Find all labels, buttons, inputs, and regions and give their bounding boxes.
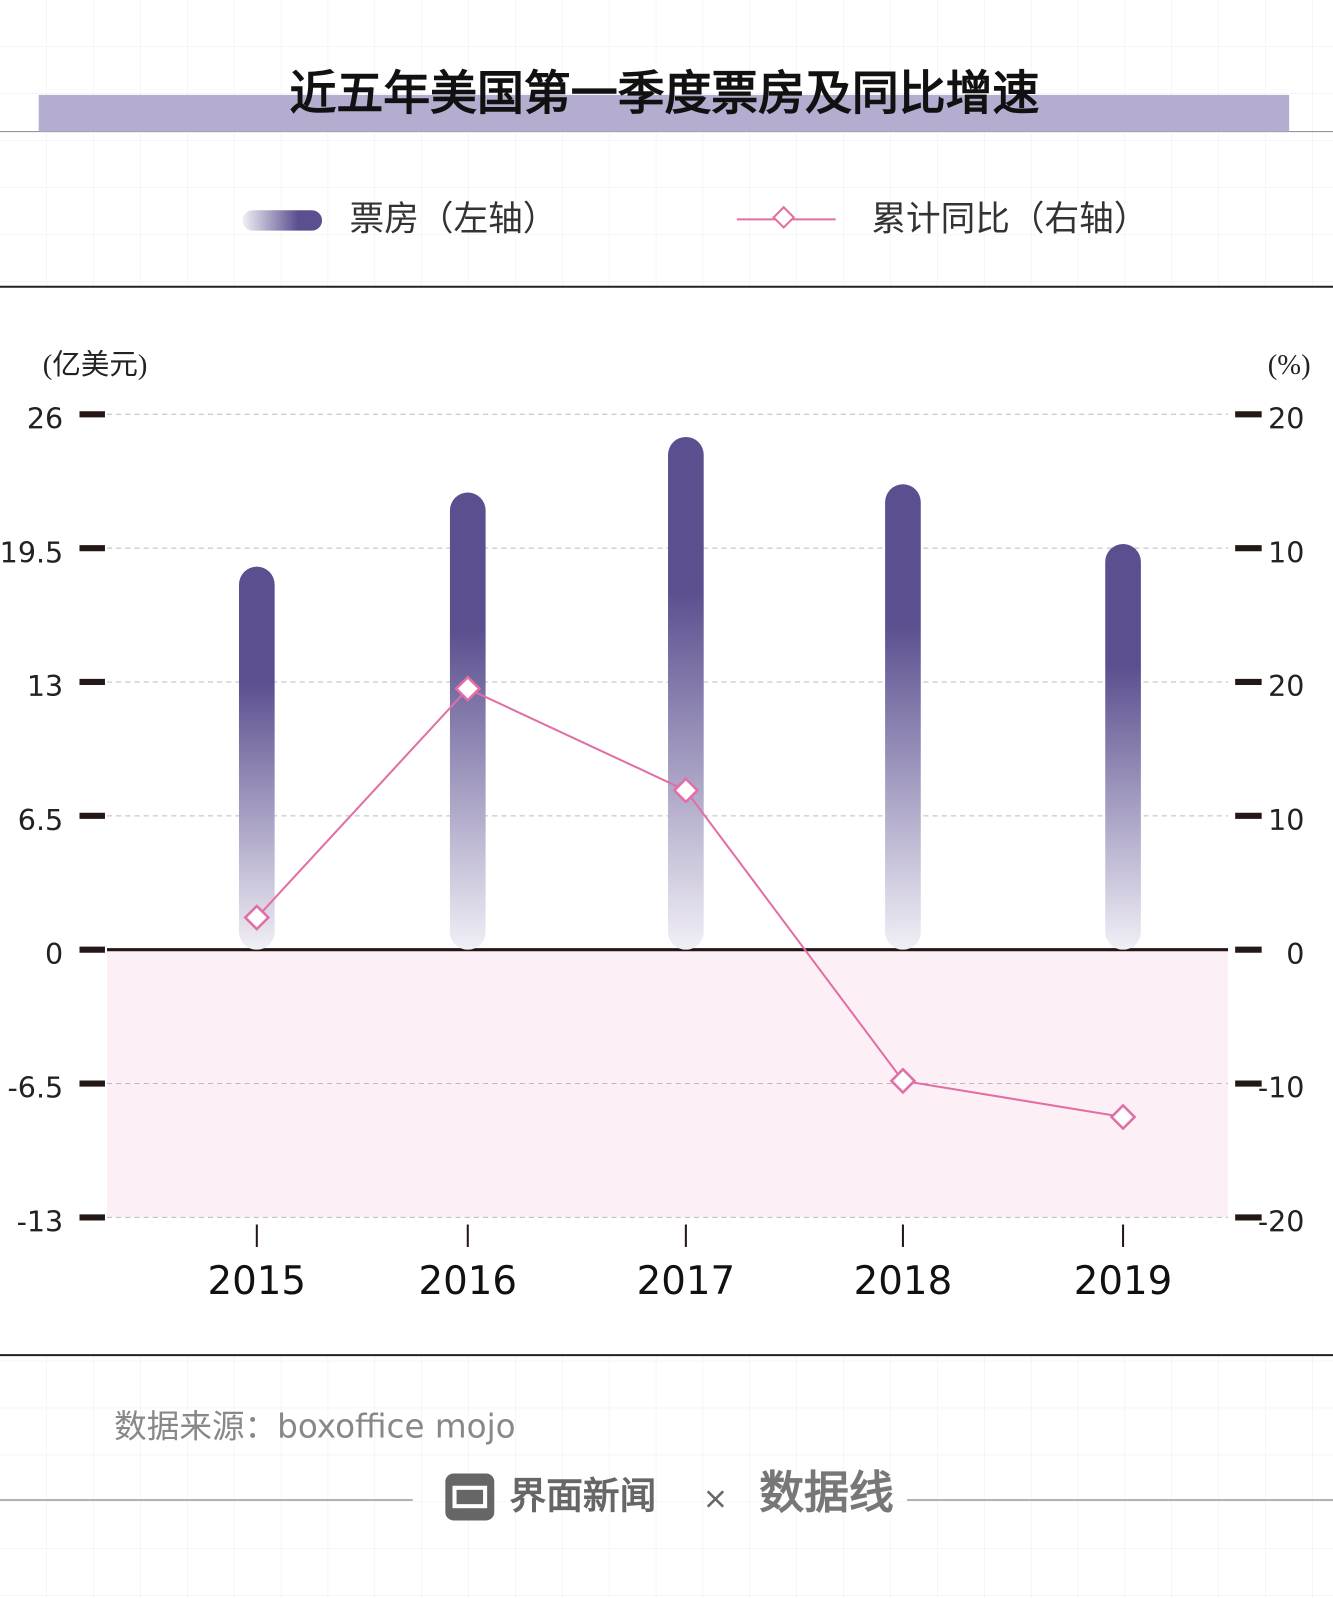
y2-tick-label: -20 bbox=[1258, 1204, 1305, 1238]
legend-label: 票房（左轴） bbox=[350, 199, 558, 239]
y2-tick-label: 10 bbox=[1268, 535, 1304, 569]
y-tick-label: 13 bbox=[27, 669, 63, 703]
bar bbox=[449, 492, 486, 950]
y-axis-label: (亿美元) bbox=[43, 349, 148, 381]
y2-tick-label: -10 bbox=[1258, 1071, 1305, 1105]
bar bbox=[238, 566, 275, 950]
y-tick-label: 0 bbox=[45, 937, 63, 971]
line-marker bbox=[1109, 1103, 1137, 1131]
y-tick-label: 26 bbox=[27, 401, 63, 435]
y-tick-label: -13 bbox=[17, 1204, 64, 1238]
legend-marker bbox=[772, 205, 796, 229]
x-tick-label: 2015 bbox=[208, 1259, 307, 1304]
y2-tick-label: 20 bbox=[1268, 669, 1304, 703]
legend-bar-swatch bbox=[242, 210, 323, 231]
x-tick-label: 2016 bbox=[418, 1259, 517, 1304]
y-tick-label: 6.5 bbox=[18, 803, 63, 837]
source: 数据来源：boxoffice mojo bbox=[114, 1408, 515, 1446]
line-marker bbox=[454, 675, 482, 703]
line-marker bbox=[672, 777, 700, 804]
bar bbox=[668, 436, 704, 950]
line-marker bbox=[243, 904, 271, 931]
legend-label: 累计同比（右轴） bbox=[871, 199, 1148, 239]
y-tick-label: 19.5 bbox=[0, 535, 63, 569]
footer-logo-icon bbox=[445, 1473, 495, 1521]
footer-logo-icon bbox=[452, 1485, 488, 1509]
chart-title: 近五年美国第一季度票房及同比增速 bbox=[290, 66, 1040, 121]
title-band bbox=[38, 94, 1290, 132]
y2-axis-label: (%) bbox=[1268, 350, 1311, 381]
y2-tick-label: 0 bbox=[1286, 937, 1304, 971]
x-tick-label: 2018 bbox=[854, 1259, 953, 1304]
x-tick-label: 2019 bbox=[1074, 1259, 1173, 1304]
y-tick-label: -6.5 bbox=[8, 1071, 64, 1105]
y2-tick-label: 20 bbox=[1268, 401, 1304, 435]
footer-separator: × bbox=[703, 1482, 729, 1517]
y2-tick-label: 10 bbox=[1268, 803, 1304, 837]
footer-brand: 数据线 bbox=[759, 1466, 894, 1519]
x-tick-label: 2017 bbox=[637, 1259, 736, 1304]
bar bbox=[1105, 544, 1141, 950]
line-marker bbox=[889, 1067, 917, 1095]
bar bbox=[885, 484, 921, 950]
footer-brand: 界面新闻 bbox=[510, 1474, 657, 1517]
